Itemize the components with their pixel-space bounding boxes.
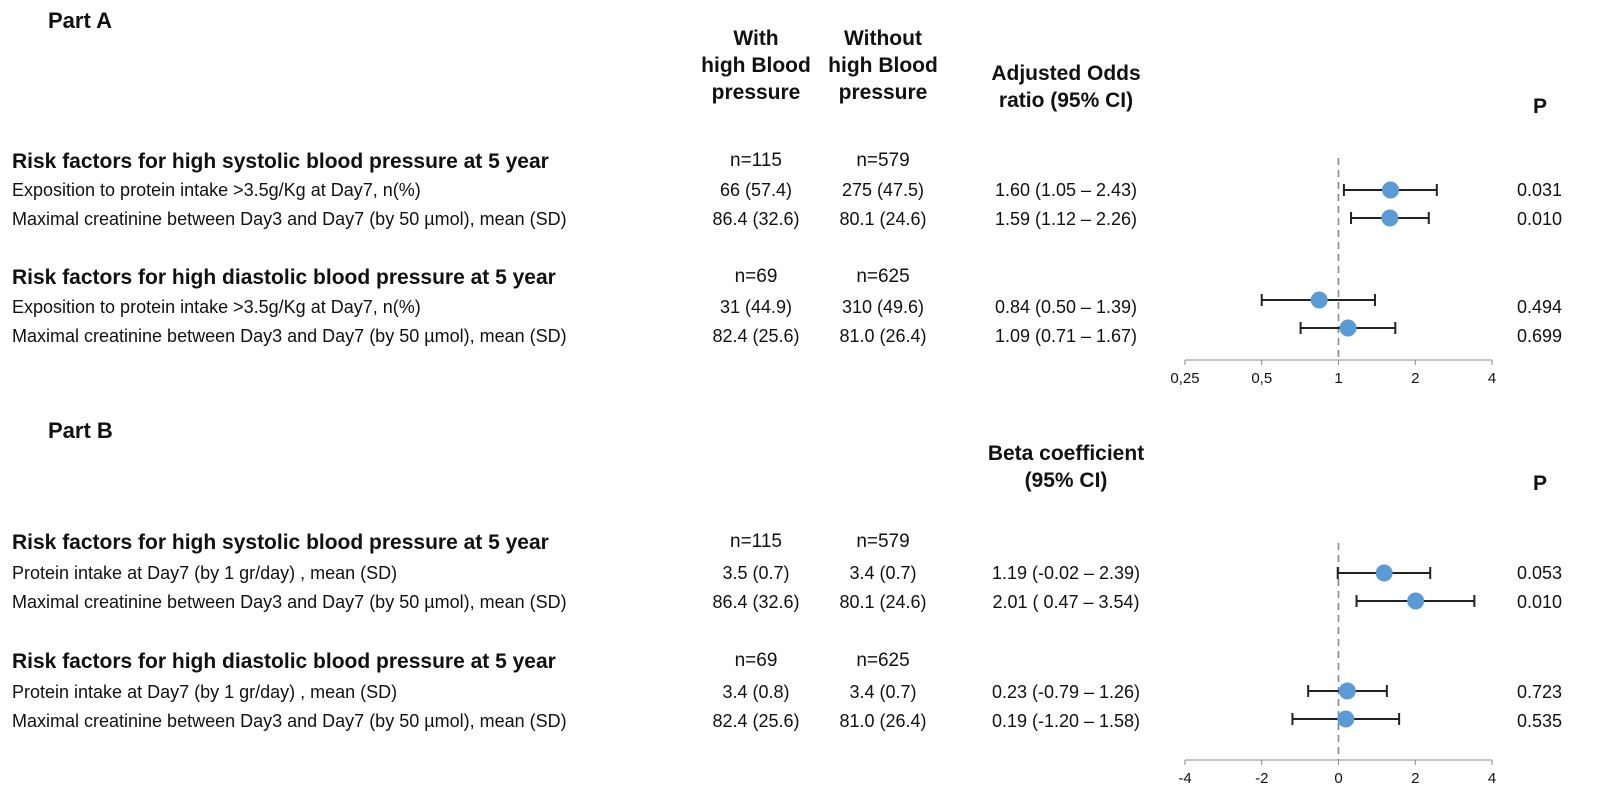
row-label: Maximal creatinine between Day3 and Day7… — [12, 209, 567, 229]
n-without: n=579 — [856, 150, 910, 171]
value-without: 80.1 (24.6) — [839, 209, 927, 229]
estimate-point — [1375, 564, 1393, 582]
p-header-a: P — [1532, 95, 1547, 118]
value-with: 66 (57.4) — [719, 180, 793, 200]
effect-estimate: 0.19 (-1.20 – 1.58) — [991, 711, 1141, 731]
odds-ratio-header: Adjusted Odds ratio (95% CI) — [966, 60, 1166, 114]
effect-estimate: 1.59 (1.12 – 2.26) — [994, 209, 1138, 229]
x-tick-label: 0,5 — [1251, 370, 1272, 387]
without-hbp-header-line: pressure — [838, 81, 928, 104]
group-title: Risk factors for high diastolic blood pr… — [12, 650, 556, 673]
group-title: Risk factors for high systolic blood pre… — [12, 150, 549, 173]
without-hbp-header-line: high Blood — [828, 54, 938, 77]
odds-ratio-header-line: Adjusted Odds — [991, 62, 1141, 85]
without-hbp-header: Without high Blood pressure — [824, 25, 942, 106]
value-with: 31 (44.9) — [719, 297, 793, 317]
with-hbp-header-line: With — [733, 27, 779, 50]
group-title: Risk factors for high diastolic blood pr… — [12, 266, 556, 289]
with-hbp-header: With high Blood pressure — [700, 25, 812, 106]
value-without: 310 (49.6) — [841, 297, 925, 317]
part-a-title: Part A — [48, 8, 112, 33]
value-with: 86.4 (32.6) — [712, 592, 800, 612]
p-value: 0.010 — [1516, 592, 1562, 612]
beta-header-line: (95% CI) — [1024, 469, 1108, 492]
odds-ratio-header-line: ratio (95% CI) — [998, 89, 1134, 112]
n-without: n=625 — [856, 266, 910, 287]
p-value: 0.699 — [1516, 326, 1562, 346]
effect-estimate: 2.01 ( 0.47 – 3.54) — [992, 592, 1140, 612]
value-without: 275 (47.5) — [841, 180, 925, 200]
p-value: 0.535 — [1516, 711, 1562, 731]
x-tick-label: 0 — [1334, 770, 1342, 787]
n-without: n=579 — [856, 531, 910, 552]
value-with: 3.4 (0.8) — [722, 682, 790, 702]
value-without: 3.4 (0.7) — [849, 563, 917, 583]
value-without: 80.1 (24.6) — [839, 592, 927, 612]
p-value: 0.053 — [1516, 563, 1562, 583]
estimate-point — [1339, 319, 1357, 337]
value-with: 82.4 (25.6) — [712, 326, 800, 346]
x-tick-label: 2 — [1411, 370, 1419, 387]
row-label: Maximal creatinine between Day3 and Day7… — [12, 326, 567, 346]
n-with: n=115 — [730, 531, 782, 552]
with-hbp-header-line: pressure — [711, 81, 801, 104]
value-with: 3.5 (0.7) — [722, 563, 790, 583]
p-value: 0.010 — [1516, 209, 1562, 229]
row-label: Exposition to protein intake >3.5g/Kg at… — [12, 297, 421, 317]
n-with: n=115 — [730, 150, 782, 171]
x-tick-label: 4 — [1488, 770, 1496, 787]
beta-header-line: Beta coefficient — [987, 442, 1145, 465]
estimate-point — [1337, 710, 1355, 728]
estimate-point — [1407, 592, 1425, 610]
x-tick-label: 4 — [1488, 370, 1496, 387]
value-without: 81.0 (26.4) — [839, 711, 927, 731]
part-b-title: Part B — [48, 418, 113, 443]
row-label: Exposition to protein intake >3.5g/Kg at… — [12, 180, 421, 200]
n-with: n=69 — [734, 650, 778, 671]
effect-estimate: 1.60 (1.05 – 2.43) — [994, 180, 1138, 200]
effect-estimate: 1.09 (0.71 – 1.67) — [994, 326, 1138, 346]
value-with: 82.4 (25.6) — [712, 711, 800, 731]
p-header-b: P — [1532, 472, 1547, 495]
estimate-point — [1382, 181, 1400, 199]
value-with: 86.4 (32.6) — [712, 209, 800, 229]
without-hbp-header-line: Without — [844, 27, 922, 50]
row-label: Maximal creatinine between Day3 and Day7… — [12, 711, 567, 731]
row-label: Protein intake at Day7 (by 1 gr/day) , m… — [12, 682, 398, 702]
value-without: 3.4 (0.7) — [849, 682, 917, 702]
beta-coefficient-header: Beta coefficient (95% CI) — [966, 440, 1166, 494]
n-without: n=625 — [856, 650, 910, 671]
effect-estimate: 0.23 (-0.79 – 1.26) — [991, 682, 1141, 702]
forest-plot-b: -4 -2 0 2 4 — [1178, 543, 1496, 787]
x-tick-label: 2 — [1411, 770, 1419, 787]
x-tick-label: -4 — [1178, 770, 1191, 787]
estimate-point — [1338, 682, 1356, 700]
row-label: Protein intake at Day7 (by 1 gr/day) , m… — [12, 563, 398, 583]
estimate-point — [1310, 291, 1328, 309]
value-without: 81.0 (26.4) — [839, 326, 927, 346]
p-value: 0.494 — [1516, 297, 1562, 317]
n-with: n=69 — [734, 266, 778, 287]
x-tick-label: 1 — [1334, 370, 1342, 387]
with-hbp-header-line: high Blood — [701, 54, 811, 77]
effect-estimate: 0.84 (0.50 – 1.39) — [994, 297, 1138, 317]
x-tick-label: -2 — [1255, 770, 1268, 787]
x-tick-label: 0,25 — [1170, 370, 1199, 387]
forest-plot-a: 0,25 0,5 1 2 4 — [1170, 158, 1496, 387]
p-value: 0.723 — [1516, 682, 1562, 702]
group-title: Risk factors for high systolic blood pre… — [12, 531, 549, 554]
row-label: Maximal creatinine between Day3 and Day7… — [12, 592, 567, 612]
estimate-point — [1381, 209, 1399, 227]
effect-estimate: 1.19 (-0.02 – 2.39) — [991, 563, 1141, 583]
p-value: 0.031 — [1516, 180, 1562, 200]
